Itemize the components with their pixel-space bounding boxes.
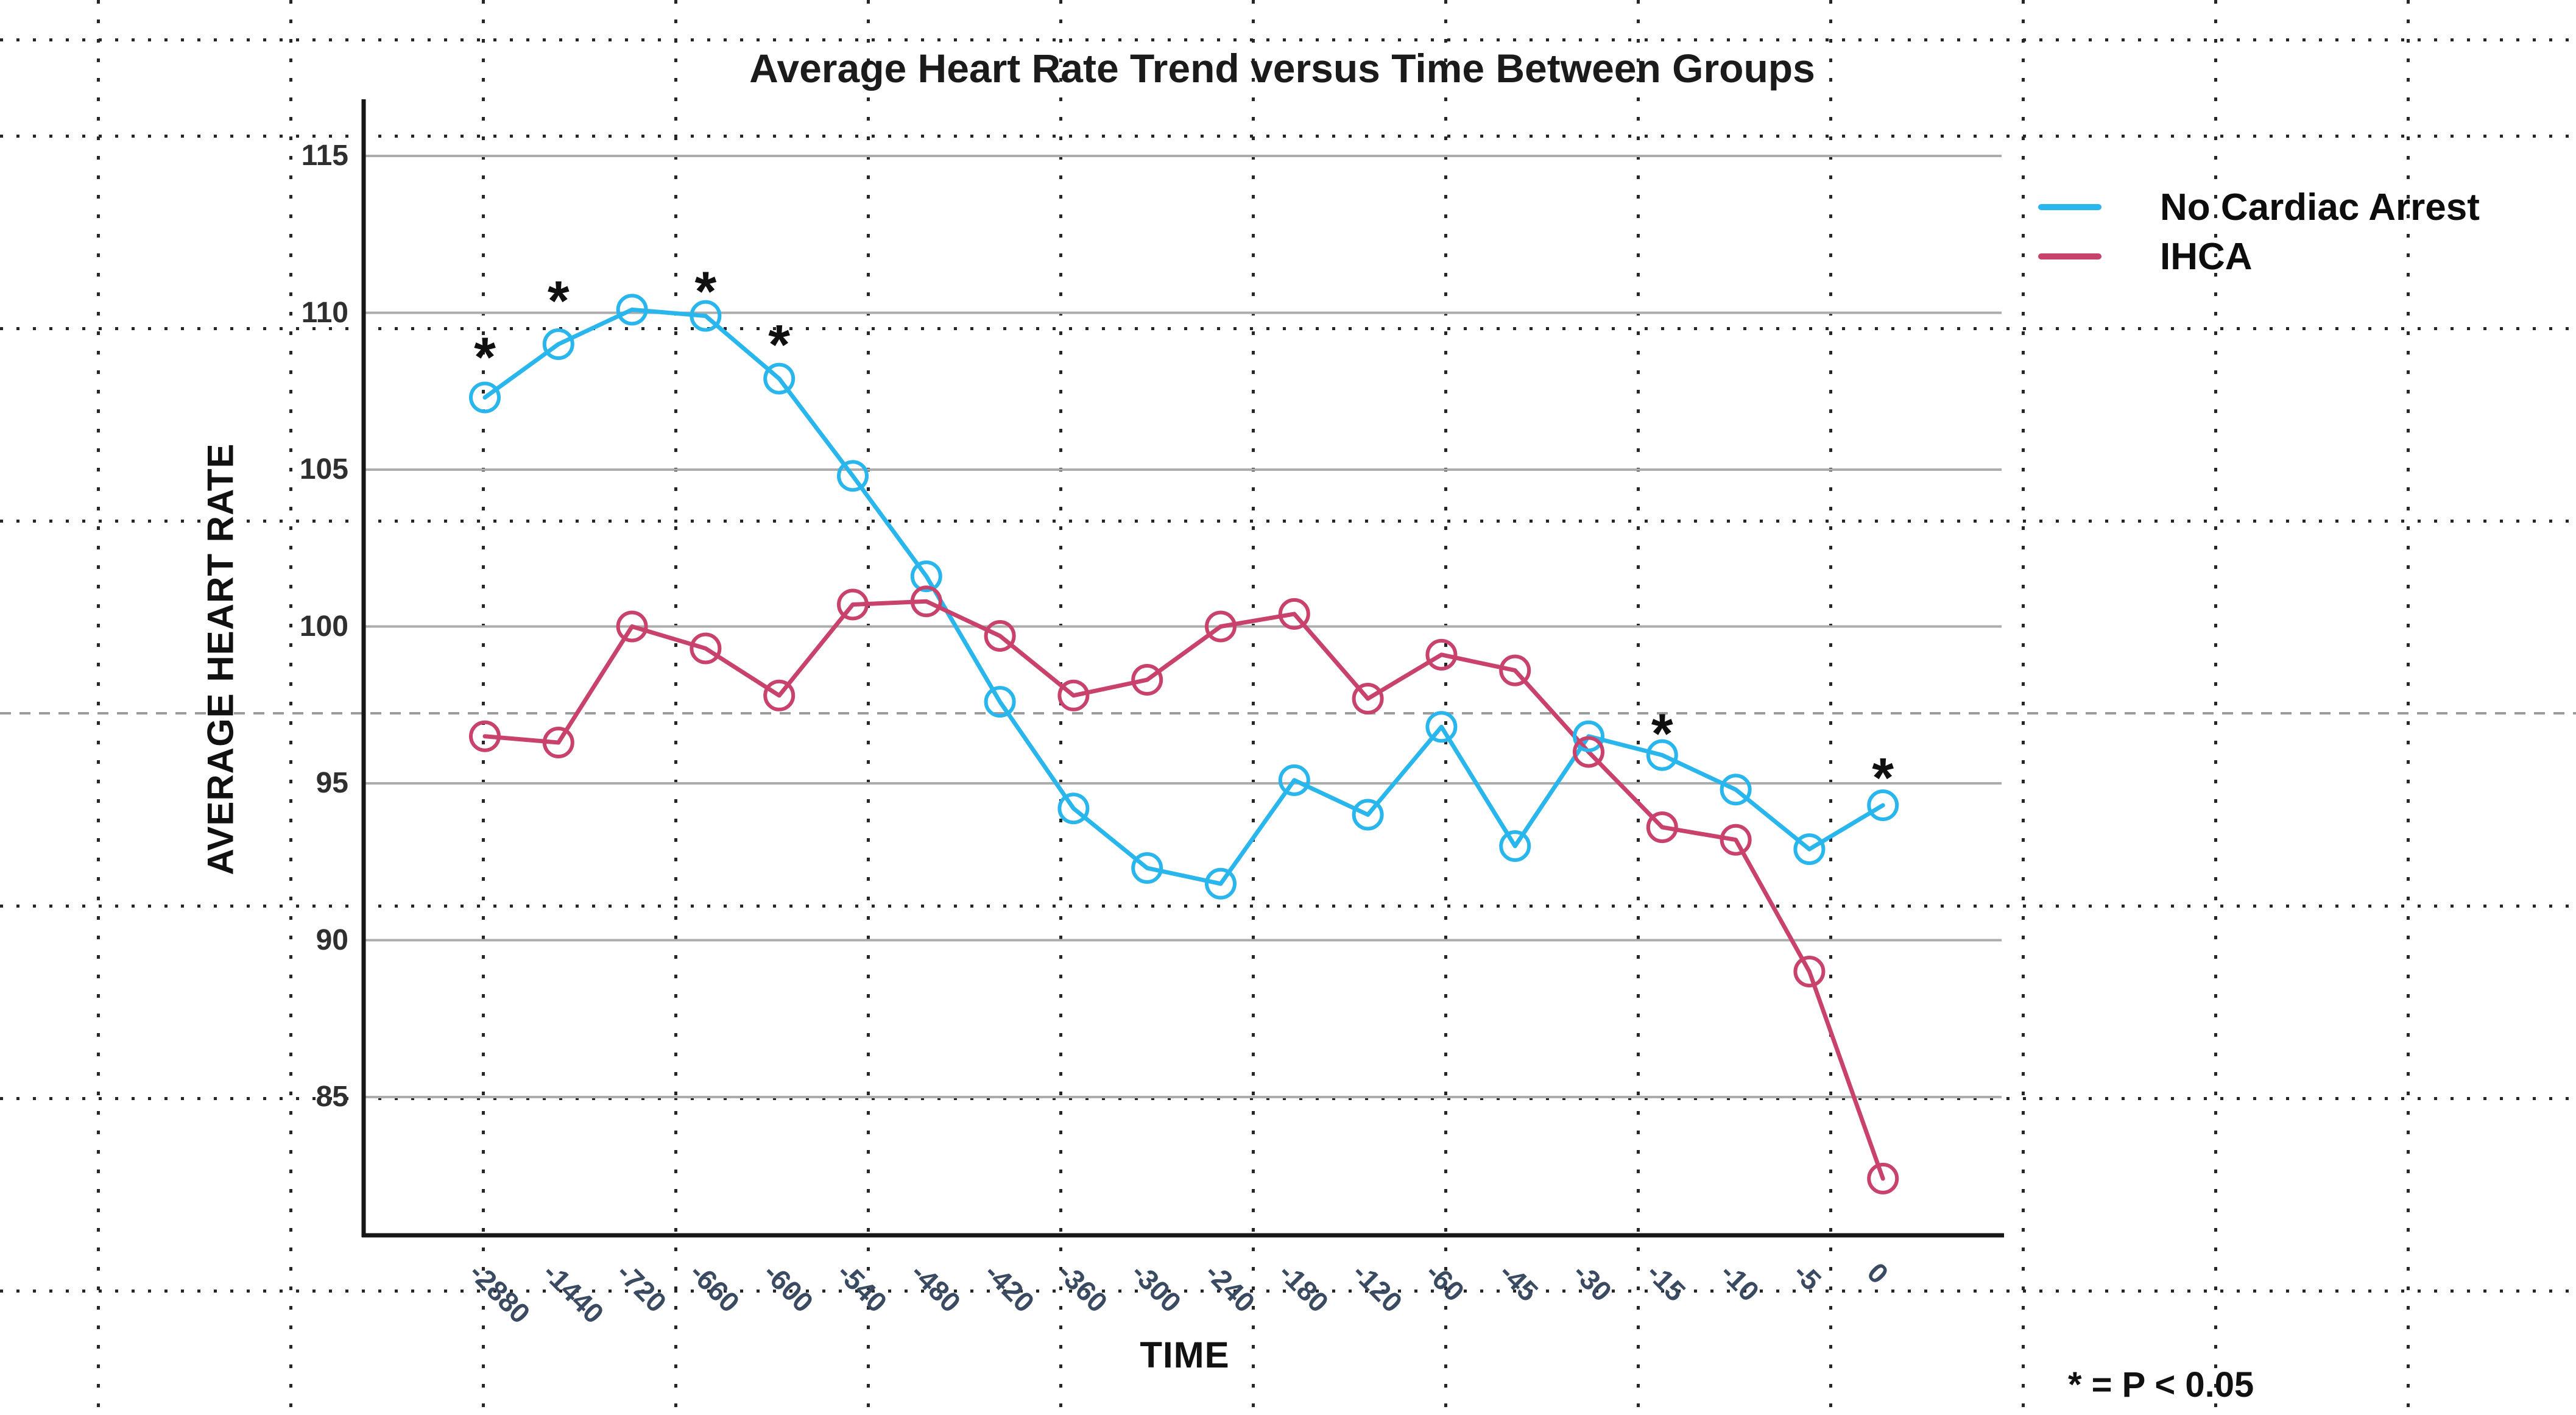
y-tick-label-110: 110 (301, 296, 348, 329)
data-point-no-cardiac-arrest--720 (616, 294, 648, 326)
data-point-ihca--5 (1793, 956, 1826, 987)
y-tick-label-100: 100 (299, 610, 348, 643)
data-point-no-cardiac-arrest-0 (1867, 789, 1899, 822)
data-point-ihca--10 (1720, 824, 1752, 856)
data-point-no-cardiac-arrest--60 (1425, 711, 1458, 743)
legend-item-no-cardiac-arrest: No Cardiac Arrest (2038, 182, 2480, 232)
data-point-no-cardiac-arrest--5 (1793, 833, 1826, 866)
legend-label-ihca: IHCA (2160, 235, 2253, 278)
data-point-no-cardiac-arrest--480 (910, 560, 942, 593)
background-dot-column (289, 0, 292, 1415)
data-point-ihca--15 (1646, 811, 1678, 844)
data-point-no-cardiac-arrest--540 (837, 460, 869, 492)
background-dot-column (1829, 0, 1832, 1415)
data-point-no-cardiac-arrest--10 (1720, 774, 1752, 806)
legend-item-ihca: IHCA (2038, 231, 2253, 281)
significance-asterisk--15: * (1651, 703, 1673, 765)
data-point-no-cardiac-arrest--15 (1646, 739, 1678, 771)
significance-asterisk--660: * (694, 261, 716, 323)
background-dot-row (0, 38, 2576, 41)
x-axis-title: TIME (1140, 1335, 1230, 1375)
background-dot-row (0, 712, 2576, 715)
background-dot-row (0, 905, 2576, 908)
data-point-ihca--480 (910, 585, 942, 618)
background-dot-column (1252, 0, 1255, 1415)
data-point-ihca--660 (690, 632, 722, 665)
background-dot-column (867, 0, 870, 1415)
y-tick-label-105: 105 (299, 453, 348, 485)
data-point-ihca--420 (984, 619, 1016, 652)
data-point-no-cardiac-arrest--300 (1131, 852, 1163, 884)
background-dot-column (482, 0, 485, 1415)
data-point-ihca--1440 (542, 727, 574, 759)
data-point-ihca--300 (1131, 664, 1163, 696)
y-axis-title: AVERAGE HEART RATE (200, 443, 241, 875)
data-point-no-cardiac-arrest--30 (1573, 720, 1604, 752)
background-dot-row (0, 327, 2576, 330)
data-point-ihca--360 (1057, 679, 1090, 711)
background-dot-column (2022, 0, 2025, 1415)
y-tick-label-90: 90 (316, 923, 348, 956)
data-point-no-cardiac-arrest--120 (1352, 799, 1384, 831)
data-point-ihca--30 (1573, 736, 1604, 768)
data-point-no-cardiac-arrest--240 (1205, 867, 1237, 900)
y-tick-label-115: 115 (301, 139, 348, 172)
significance-asterisk--1440: * (548, 270, 570, 332)
background-dot-row (0, 1097, 2576, 1100)
background-dot-column (1059, 0, 1062, 1415)
background-dot-column (97, 0, 100, 1415)
data-point-no-cardiac-arrest--45 (1499, 830, 1531, 862)
y-tick-label-85: 85 (316, 1081, 348, 1113)
background-dot-row (0, 135, 2576, 138)
y-tick-label-95: 95 (316, 767, 348, 799)
background-dot-row (0, 520, 2576, 523)
data-point-no-cardiac-arrest--180 (1278, 764, 1310, 796)
data-point-ihca--600 (763, 679, 796, 711)
data-point-ihca--2880 (469, 720, 501, 752)
data-point-no-cardiac-arrest--660 (690, 300, 722, 332)
data-point-ihca--60 (1425, 638, 1458, 671)
data-point-no-cardiac-arrest--420 (984, 686, 1016, 718)
legend-swatch-ihca (2038, 253, 2101, 259)
data-point-ihca--45 (1499, 654, 1531, 686)
data-point-ihca--720 (616, 610, 648, 643)
data-point-ihca--540 (837, 588, 869, 621)
data-point-ihca-0 (1867, 1162, 1899, 1194)
data-point-ihca--120 (1352, 682, 1384, 715)
background-dot-column (1637, 0, 1640, 1415)
data-point-no-cardiac-arrest--1440 (542, 328, 574, 360)
significance-asterisk-0: * (1872, 747, 1894, 809)
background-dot-column (674, 0, 677, 1415)
background-dot-row (0, 1290, 2576, 1293)
series-line-no-cardiac-arrest (482, 307, 1885, 886)
chart-title: Average Heart Rate Trend versus Time Bet… (749, 46, 1815, 91)
significance-asterisk--600: * (768, 314, 790, 376)
data-point-no-cardiac-arrest--2880 (469, 381, 501, 414)
background-dot-column (1444, 0, 1447, 1415)
data-point-no-cardiac-arrest--600 (763, 362, 796, 395)
legend-swatch-no-cardiac-arrest (2038, 204, 2101, 210)
significance-asterisk--2880: * (474, 326, 496, 389)
significance-note: * = P < 0.05 (2068, 1365, 2254, 1405)
background-dot-column (2407, 0, 2410, 1415)
data-point-no-cardiac-arrest--360 (1057, 792, 1090, 825)
legend-label-no-cardiac-arrest: No Cardiac Arrest (2160, 186, 2480, 228)
series-line-ihca (482, 599, 1885, 1181)
data-point-ihca--180 (1278, 598, 1310, 630)
data-point-ihca--240 (1205, 610, 1237, 643)
background-dot-column (2214, 0, 2217, 1415)
